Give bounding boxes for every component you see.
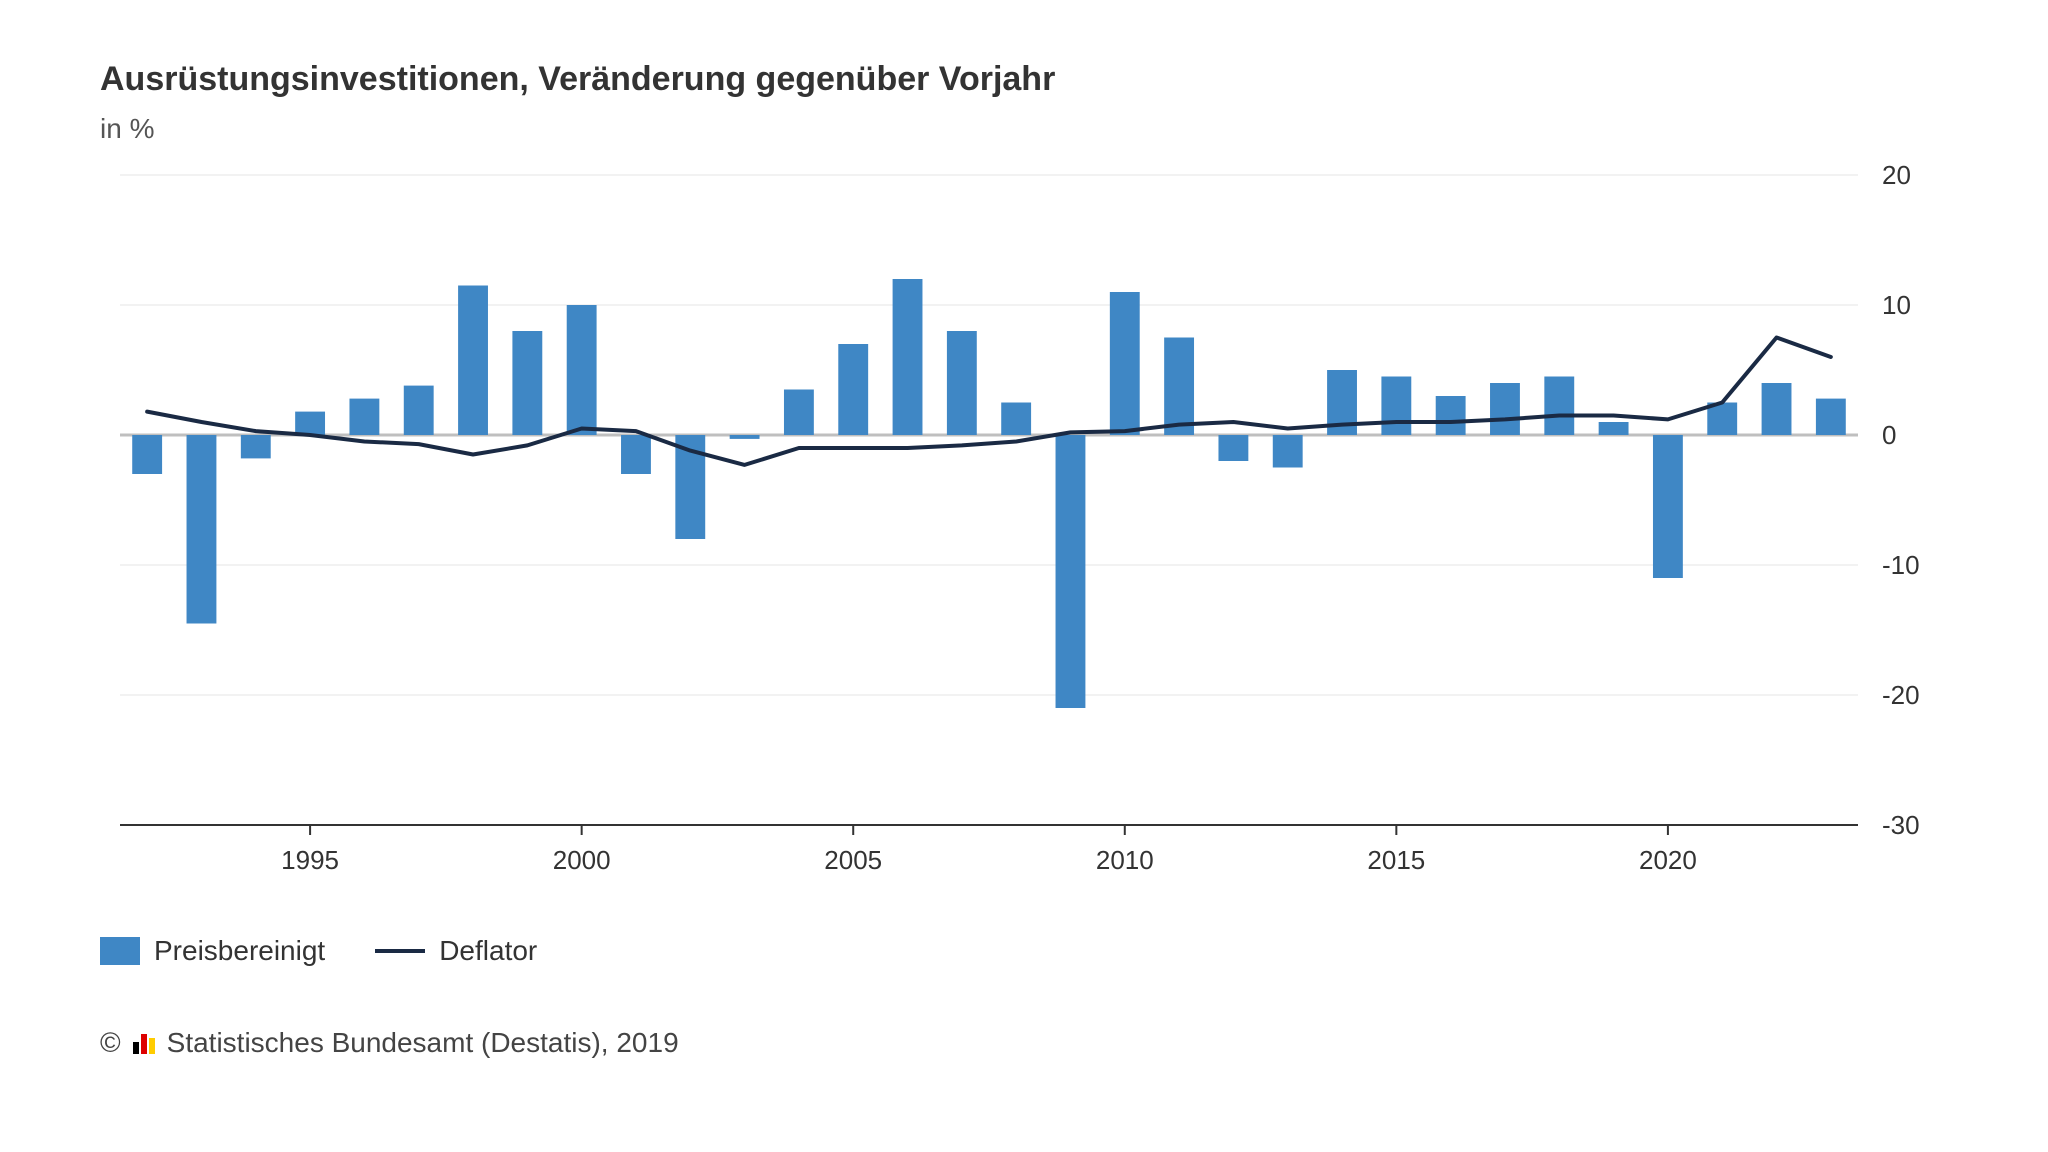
svg-text:2010: 2010 xyxy=(1096,845,1154,875)
logo-icon xyxy=(133,1032,155,1054)
chart-svg: -30 -20 -10 0 10 20 1995 2000 2005 2010 2015 2020 xyxy=(100,165,1968,905)
svg-text:-20: -20 xyxy=(1882,680,1920,710)
svg-text:1995: 1995 xyxy=(281,845,339,875)
footer: © Statistisches Bundesamt (Destatis), 20… xyxy=(100,1027,1968,1059)
svg-text:2020: 2020 xyxy=(1639,845,1697,875)
legend: Preisbereinigt Deflator xyxy=(100,935,1968,967)
chart-area: -30 -20 -10 0 10 20 1995 2000 2005 2010 2015 2020 xyxy=(100,165,1968,905)
svg-text:0: 0 xyxy=(1882,420,1896,450)
legend-item-line: Deflator xyxy=(375,935,537,967)
svg-text:2015: 2015 xyxy=(1367,845,1425,875)
legend-bar-swatch xyxy=(100,937,140,965)
copyright-symbol: © xyxy=(100,1027,121,1059)
footer-text: Statistisches Bundesamt (Destatis), 2019 xyxy=(167,1027,679,1059)
legend-line-label: Deflator xyxy=(439,935,537,967)
svg-text:2000: 2000 xyxy=(553,845,611,875)
legend-bar-label: Preisbereinigt xyxy=(154,935,325,967)
svg-text:20: 20 xyxy=(1882,165,1911,190)
svg-text:-10: -10 xyxy=(1882,550,1920,580)
svg-text:-30: -30 xyxy=(1882,810,1920,840)
legend-item-bars: Preisbereinigt xyxy=(100,935,325,967)
legend-line-swatch xyxy=(375,949,425,953)
svg-text:2005: 2005 xyxy=(824,845,882,875)
chart-subtitle: in % xyxy=(100,113,1968,145)
chart-title: Ausrüstungsinvestitionen, Veränderung ge… xyxy=(100,60,1968,99)
svg-text:10: 10 xyxy=(1882,290,1911,320)
